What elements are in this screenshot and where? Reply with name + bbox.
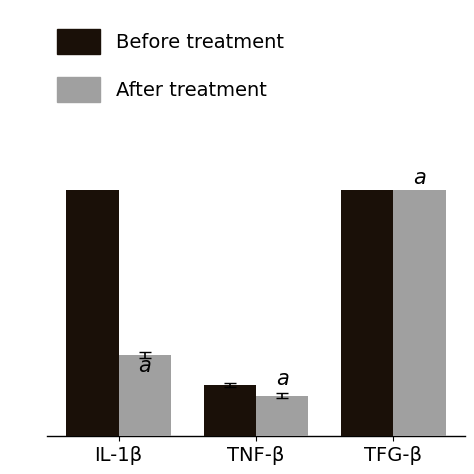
Bar: [66, 101, 118, 436]
Legend: Before treatment, After treatment: Before treatment, After treatment: [48, 19, 293, 112]
Bar: [118, 355, 171, 436]
Bar: [341, 119, 393, 436]
Bar: [393, 101, 446, 436]
Text: a: a: [413, 168, 426, 188]
Bar: [204, 385, 256, 436]
Text: a: a: [138, 356, 151, 376]
Text: a: a: [276, 369, 289, 389]
Bar: [256, 396, 308, 436]
